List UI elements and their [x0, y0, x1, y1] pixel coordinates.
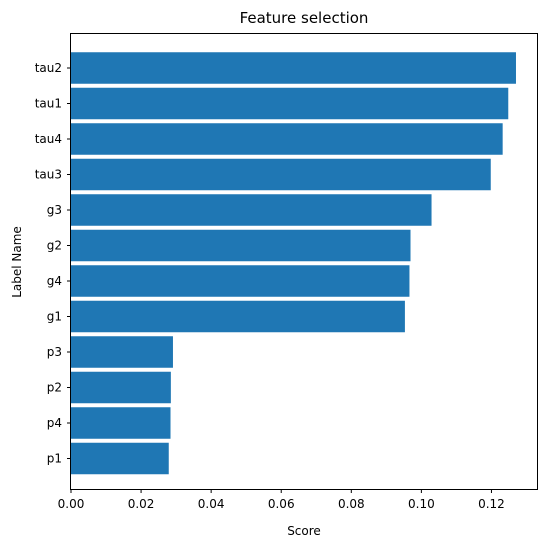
bar-p1	[71, 442, 169, 475]
chart-title: Feature selection	[240, 9, 369, 27]
bar-tau3	[71, 158, 491, 191]
x-tick-label: 0.02	[128, 497, 155, 511]
y-tick-label: g1	[47, 310, 62, 324]
plot-frame	[70, 33, 538, 490]
y-tick-label: tau4	[35, 132, 62, 146]
y-tick-label: tau1	[35, 97, 62, 111]
bar-tau4	[71, 123, 503, 155]
bar-tau1	[71, 87, 509, 120]
y-tick-label: p4	[47, 416, 62, 430]
y-axis-label: Label Name	[10, 226, 24, 298]
y-tick-label: tau3	[35, 168, 62, 182]
bar-p3	[71, 336, 173, 368]
y-tick-label: g3	[47, 203, 62, 217]
x-axis-ticks: 0.00 0.02 0.04 0.06 0.08 0.10 0.12	[58, 489, 505, 511]
x-tick-label: 0.12	[478, 497, 505, 511]
y-tick-label: p3	[47, 345, 62, 359]
x-axis-label: Score	[287, 524, 321, 538]
bar-g1	[71, 300, 405, 333]
x-tick-label: 0.08	[338, 497, 365, 511]
x-tick-label: 0.06	[268, 497, 295, 511]
bar-p4	[71, 407, 171, 439]
bar-g3	[71, 194, 432, 226]
y-tick-label: p2	[47, 381, 62, 395]
x-tick-label: 0.10	[408, 497, 435, 511]
y-tick-label: p1	[47, 452, 62, 466]
bar-g2	[71, 229, 411, 262]
y-tick-label: g4	[47, 274, 62, 288]
y-axis-ticks: tau2 tau1 tau4 tau3 g3 g2 g4 g1 p3 p2 p4 p1	[35, 61, 71, 466]
bar-p2	[71, 371, 171, 404]
y-tick-label: tau2	[35, 61, 62, 75]
x-tick-label: 0.00	[58, 497, 85, 511]
bars-group	[71, 52, 516, 475]
bar-g4	[71, 265, 410, 297]
y-tick-label: g2	[47, 239, 62, 253]
bar-tau2	[71, 52, 516, 84]
x-tick-label: 0.04	[198, 497, 225, 511]
